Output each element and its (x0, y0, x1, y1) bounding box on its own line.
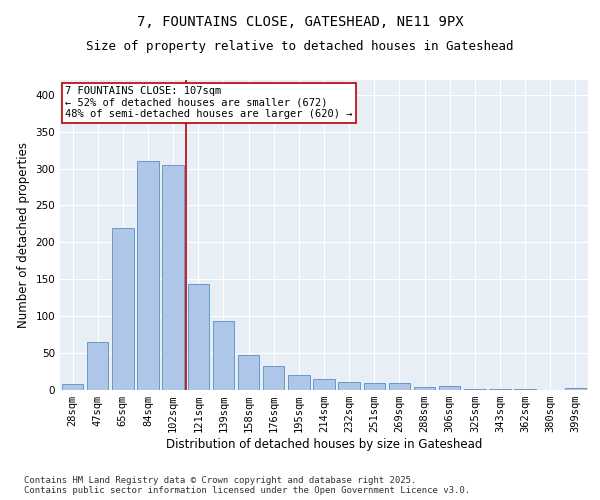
Bar (238, 354, 259, 390)
Bar (213, 322, 234, 390)
Y-axis label: Number of detached properties: Number of detached properties (17, 142, 30, 328)
Bar (338, 382, 360, 390)
Bar (163, 165, 184, 390)
Text: 7 FOUNTAINS CLOSE: 107sqm
← 52% of detached houses are smaller (672)
48% of semi: 7 FOUNTAINS CLOSE: 107sqm ← 52% of detac… (65, 86, 353, 120)
Bar (439, 386, 460, 390)
Text: 7, FOUNTAINS CLOSE, GATESHEAD, NE11 9PX: 7, FOUNTAINS CLOSE, GATESHEAD, NE11 9PX (137, 15, 463, 29)
X-axis label: Distribution of detached houses by size in Gateshead: Distribution of detached houses by size … (166, 438, 482, 451)
Bar (565, 388, 586, 390)
Bar (364, 384, 385, 390)
Text: Size of property relative to detached houses in Gateshead: Size of property relative to detached ho… (86, 40, 514, 53)
Bar (464, 388, 485, 390)
Bar (288, 374, 310, 390)
Bar (87, 342, 109, 390)
Bar (263, 366, 284, 390)
Bar (490, 388, 511, 390)
Bar (313, 379, 335, 390)
Text: Contains HM Land Registry data © Crown copyright and database right 2025.
Contai: Contains HM Land Registry data © Crown c… (24, 476, 470, 495)
Bar (389, 384, 410, 390)
Bar (137, 161, 158, 390)
Bar (62, 384, 83, 390)
Bar (112, 228, 134, 390)
Bar (414, 387, 435, 390)
Bar (188, 284, 209, 390)
